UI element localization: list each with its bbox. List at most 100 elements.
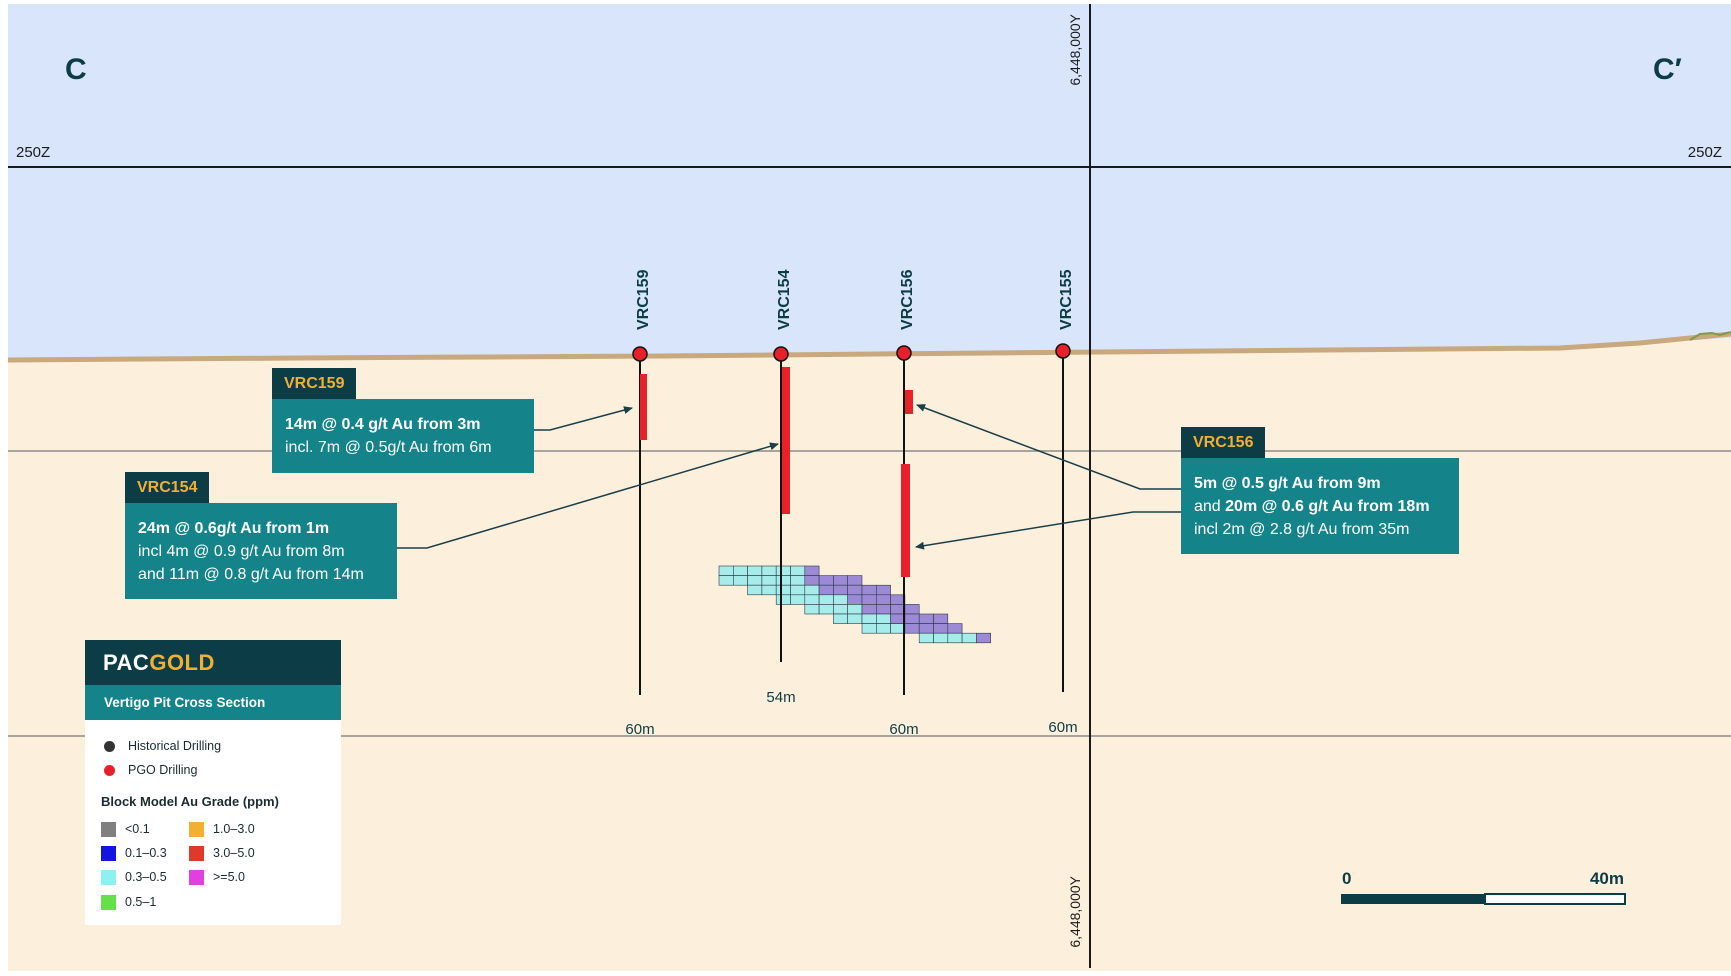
hole-id-label: VRC155 bbox=[1058, 269, 1075, 330]
hole-id-label: VRC159 bbox=[635, 269, 652, 330]
intercept-bar bbox=[640, 374, 647, 440]
block-model-cell bbox=[718, 575, 734, 586]
block-model-cell bbox=[976, 632, 992, 644]
block-model-cell bbox=[775, 575, 791, 586]
leader-vrc156-lower bbox=[915, 511, 1181, 550]
block-model-cell bbox=[875, 594, 891, 605]
dot-icon-historical bbox=[104, 741, 115, 752]
callout-line: incl 2m @ 2.8 g/t Au from 35m bbox=[1194, 521, 1410, 538]
legend-panel: PACGOLD Vertigo Pit Cross Section Histor… bbox=[85, 640, 341, 925]
block-model-cell bbox=[861, 584, 877, 596]
swatch-icon bbox=[101, 870, 116, 885]
block-model-cell bbox=[761, 565, 777, 576]
block-model-cell bbox=[833, 604, 849, 615]
rl-label-right: 250Z bbox=[1688, 144, 1722, 161]
block-model-cell bbox=[732, 575, 748, 586]
topographic-surface bbox=[7, 331, 1731, 363]
drill-hole-vrc159: VRC159 60m bbox=[625, 269, 654, 738]
block-model-cell bbox=[918, 632, 934, 644]
callout-line: 14m @ 0.4 g/t Au from 3m bbox=[285, 416, 481, 433]
block-model-cell bbox=[875, 613, 891, 624]
collar-pgo bbox=[773, 346, 789, 362]
callout-line: 5m @ 0.5 g/t Au from 9m bbox=[1194, 475, 1381, 492]
block-model-cell bbox=[818, 594, 834, 605]
block-model-cell bbox=[904, 623, 920, 634]
block-model-cell bbox=[947, 632, 963, 644]
block-model bbox=[718, 565, 992, 644]
block-model-cell bbox=[847, 613, 863, 624]
callout-line: and 11m @ 0.8 g/t Au from 14m bbox=[138, 566, 364, 583]
legend-subtitle: Vertigo Pit Cross Section bbox=[85, 685, 341, 720]
block-model-cell bbox=[747, 565, 763, 576]
block-model-cell bbox=[775, 584, 791, 596]
logo-text: PAC bbox=[103, 650, 150, 675]
drill-hole-vrc155: VRC155 60m bbox=[1048, 269, 1077, 736]
block-model-cell bbox=[890, 613, 906, 624]
dot-icon-pgo bbox=[104, 765, 115, 776]
block-model-cell bbox=[890, 604, 906, 615]
block-model-cell bbox=[861, 623, 877, 634]
scale-bar-end-label: 40m bbox=[1590, 869, 1624, 888]
legend-block-title: Block Model Au Grade (ppm) bbox=[101, 794, 279, 809]
legend-label: Historical Drilling bbox=[128, 739, 222, 753]
section-end-label: C′ bbox=[1653, 53, 1682, 86]
block-model-cell bbox=[747, 584, 763, 596]
block-model-cell bbox=[790, 565, 806, 576]
hole-id-label: VRC154 bbox=[776, 269, 793, 330]
hole-depth-label: 60m bbox=[1048, 719, 1077, 736]
vegetation-fringe bbox=[1689, 331, 1731, 341]
block-model-cell bbox=[818, 575, 834, 586]
swatch-icon bbox=[189, 822, 204, 837]
hole-depth-label: 54m bbox=[766, 689, 795, 706]
callout-vrc154: 24m @ 0.6g/t Au from 1m incl 4m @ 0.9 g/… bbox=[125, 503, 397, 599]
callout-line: 24m @ 0.6g/t Au from 1m bbox=[138, 520, 330, 537]
sky-area bbox=[8, 4, 1731, 360]
block-model-cell bbox=[933, 613, 949, 624]
block-model-cell bbox=[790, 594, 806, 605]
block-model-cell bbox=[861, 594, 877, 605]
block-model-cell bbox=[847, 575, 863, 586]
block-model-cell bbox=[818, 604, 834, 615]
block-model-cell bbox=[833, 613, 849, 624]
callout-text: and bbox=[1194, 498, 1226, 515]
block-model-cell bbox=[790, 584, 806, 596]
callout-line: incl 4m @ 0.9 g/t Au from 8m bbox=[138, 543, 345, 560]
callout-text-bold: 20m @ 0.6 g/t Au from 18m bbox=[1225, 498, 1430, 515]
block-model-cell bbox=[875, 584, 891, 596]
callout-line: and 20m @ 0.6 g/t Au from 18m bbox=[1194, 495, 1445, 518]
block-model-cell bbox=[947, 623, 963, 634]
drill-hole-vrc154: VRC154 54m bbox=[766, 269, 795, 706]
section-start-label: C bbox=[65, 53, 87, 86]
legend-label: 0.3–0.5 bbox=[125, 870, 167, 884]
logo-text-gold: GOLD bbox=[149, 650, 215, 675]
block-model-cell bbox=[833, 575, 849, 586]
block-model-cell bbox=[818, 584, 834, 596]
block-model-cell bbox=[833, 584, 849, 596]
block-model-cell bbox=[804, 604, 820, 615]
northing-label-top: 6,448,000Y bbox=[1067, 13, 1083, 85]
block-model-cell bbox=[761, 584, 777, 596]
block-model-cell bbox=[961, 632, 977, 644]
block-model-cell bbox=[890, 623, 906, 634]
legend-label: <0.1 bbox=[125, 822, 150, 836]
block-model-cell bbox=[804, 575, 820, 586]
scale-bar-dark bbox=[1341, 894, 1485, 904]
block-model-cell bbox=[847, 604, 863, 615]
block-model-cell bbox=[890, 594, 906, 605]
block-model-cell bbox=[861, 613, 877, 624]
callout-vrc156: 5m @ 0.5 g/t Au from 9m and 20m @ 0.6 g/… bbox=[1181, 458, 1459, 554]
collar-pgo bbox=[896, 345, 912, 361]
callout-tag-vrc159: VRC159 bbox=[272, 368, 357, 399]
legend-label: PGO Drilling bbox=[128, 763, 198, 777]
swatch-icon bbox=[101, 822, 116, 837]
block-model-cell bbox=[718, 565, 734, 576]
intercept-bar bbox=[905, 390, 913, 414]
legend-label: 3.0–5.0 bbox=[213, 846, 255, 860]
block-model-cell bbox=[875, 623, 891, 634]
block-model-cell bbox=[761, 575, 777, 586]
leader-vrc159 bbox=[534, 406, 633, 431]
scale-bar: 0 40m bbox=[1341, 869, 1626, 905]
block-model-cell bbox=[775, 594, 791, 605]
block-model-cell bbox=[918, 623, 934, 634]
